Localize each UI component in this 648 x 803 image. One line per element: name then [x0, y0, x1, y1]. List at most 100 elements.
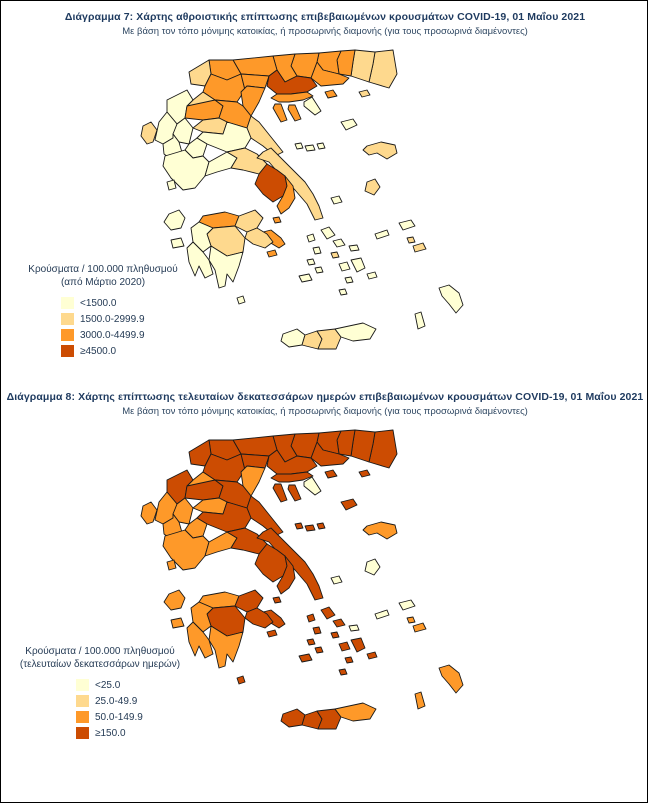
region-mykonos [348, 244, 360, 252]
region-messinia [186, 241, 214, 279]
legend-title-line1: Κρούσματα / 100.000 πληθυσμού [25, 646, 175, 657]
legend-row: ≥150.0 [76, 725, 193, 741]
region-skopelos [304, 144, 316, 152]
region-skiathos [294, 522, 304, 530]
region-laconia [208, 245, 244, 289]
legend-cumulative: Κρούσματα / 100.000 πληθυσμού (από Μάρτι… [17, 263, 189, 359]
region-chalkidiki [270, 471, 314, 483]
legend-row: 3000.0-4499.9 [61, 327, 189, 343]
region-lasithi [334, 322, 377, 342]
region-ilia [190, 221, 214, 253]
legend-swatch-class4 [76, 727, 89, 739]
legend-swatch-class1 [61, 297, 74, 309]
region-kea [306, 613, 316, 623]
region-chania [280, 708, 306, 728]
region-serifos [306, 258, 316, 266]
legend-label: 3000.0-4499.9 [80, 329, 145, 341]
region-lasithi [334, 702, 377, 722]
legend-label: 1500.0-2999.9 [80, 313, 145, 325]
legend-title-line2: (από Μάρτιο 2020) [60, 277, 146, 288]
legend-label: <25.0 [95, 679, 121, 691]
region-serifos [306, 638, 316, 646]
region-andros [320, 226, 336, 240]
region-limnos [340, 498, 358, 511]
legend-swatch-class2 [61, 313, 74, 325]
region-sifnos [314, 646, 324, 654]
region-kythnos [312, 246, 322, 255]
region-skyros [330, 195, 343, 205]
region-magnesia [246, 495, 284, 537]
region-aegina [272, 216, 282, 224]
region-kythira [236, 295, 246, 305]
figure8-subtitle: Με βάση τον τόπο μόνιμης κατοικίας, ή πρ… [122, 406, 528, 417]
map-greece-14day-incidence [140, 429, 464, 730]
region-karpathos [414, 691, 426, 710]
region-chios [364, 558, 381, 576]
region-alonnisos [316, 522, 326, 530]
region-kavala [310, 61, 350, 87]
region-ios [344, 276, 354, 284]
region-paros [338, 261, 351, 272]
region-lefkada [166, 179, 177, 191]
region-karditsa [192, 497, 228, 515]
region-attica_east [276, 555, 296, 595]
region-hydra [266, 249, 278, 258]
region-andros [320, 606, 336, 620]
region-kos [412, 622, 427, 633]
region-skopelos [304, 524, 316, 532]
region-rhodes [438, 664, 464, 694]
figure7-title: Διάγραμμα 7: Χάρτης αθροιστικής επίπτωση… [64, 11, 586, 23]
legend-rows: <1500.0 1500.0-2999.9 3000.0-4499.9 ≥450… [61, 295, 189, 359]
region-amorgos [366, 651, 378, 660]
region-rhodes [438, 284, 464, 314]
region-sithonia [287, 484, 302, 502]
region-ikaria [374, 609, 390, 620]
legend-label: ≥4500.0 [80, 345, 117, 357]
region-naxos [350, 257, 366, 273]
region-magnesia [246, 115, 284, 157]
region-kavala [310, 441, 350, 467]
legend-swatch-class1 [76, 679, 89, 691]
region-thessaloniki [266, 69, 318, 95]
region-kalymnos [406, 616, 416, 624]
region-messinia [186, 621, 214, 659]
region-milos [298, 273, 313, 283]
region-syros [330, 251, 340, 259]
figure8-title: Διάγραμμα 8: Χάρτης επίπτωσης τελευταίων… [6, 391, 644, 403]
legend-swatch-class4 [61, 345, 74, 357]
region-paros [338, 641, 351, 652]
region-tinos [332, 238, 346, 248]
region-skyros [330, 575, 343, 585]
region-santorini [338, 288, 348, 296]
region-ikaria [374, 229, 390, 240]
region-zakynthos [170, 617, 185, 629]
legend-label: 50.0-149.9 [95, 711, 143, 723]
region-karpathos [414, 311, 426, 330]
region-tinos [332, 618, 346, 628]
legend-row: 25.0-49.9 [76, 693, 193, 709]
legend-title-line1: Κρούσματα / 100.000 πληθυσμού [28, 264, 178, 275]
region-thasos [324, 469, 338, 479]
region-skiathos [294, 142, 304, 150]
legend-row: ≥4500.0 [61, 343, 189, 359]
region-kea [306, 233, 316, 243]
region-kefalonia [163, 209, 186, 231]
legend-row: 50.0-149.9 [76, 709, 193, 725]
legend-14day: Κρούσματα / 100.000 πληθυσμού (τελευταίω… [7, 645, 193, 741]
region-lesvos [362, 141, 398, 160]
region-athos [303, 96, 322, 116]
region-kos [412, 242, 427, 253]
region-sithonia [287, 104, 302, 122]
region-chios [364, 178, 381, 196]
legend-row: <1500.0 [61, 295, 189, 311]
region-kassandra [272, 483, 288, 503]
region-chalkidiki [270, 91, 314, 103]
region-alonnisos [316, 142, 326, 150]
region-zakynthos [170, 237, 185, 249]
region-samothraki [358, 469, 371, 478]
region-ios [344, 656, 354, 664]
region-chania [280, 328, 306, 348]
legend-row: <25.0 [76, 677, 193, 693]
legend-swatch-class2 [76, 695, 89, 707]
